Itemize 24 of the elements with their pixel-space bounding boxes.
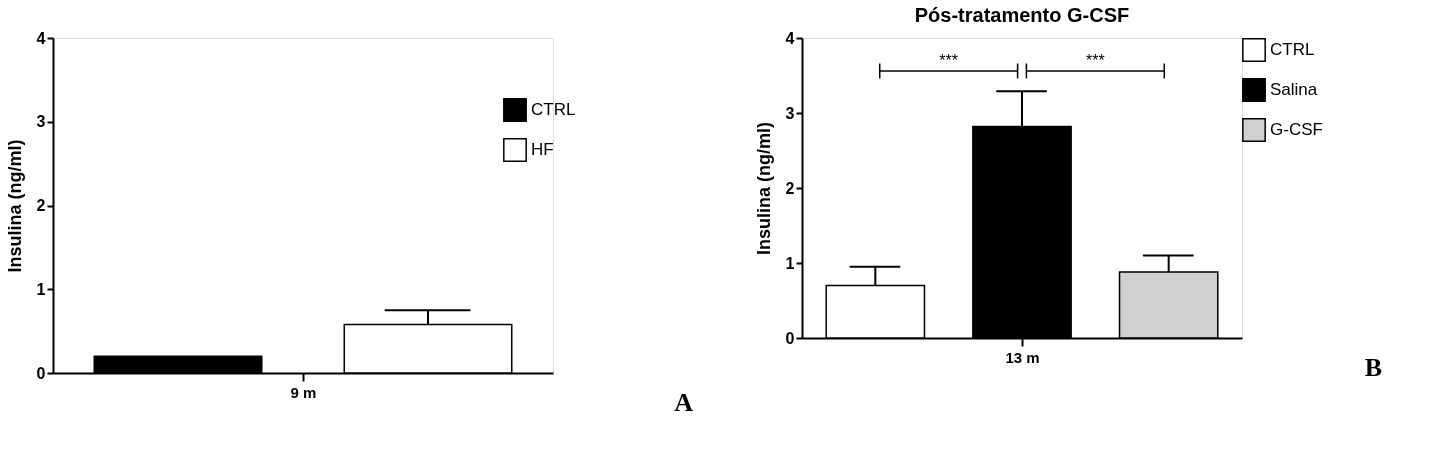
legend-label: G-CSF [1270,120,1323,139]
y-tick-label: 3 [785,104,795,122]
legend-label: CTRL [1270,40,1315,59]
annotation: *** [939,52,959,69]
text: A [674,388,694,417]
chart-title: Pós-tratamento G-CSF [914,4,1130,26]
x-tick-label: 13 m [1005,348,1040,366]
x-tick-label: 9 m [290,383,317,401]
y-axis-title: Insulina (ng/ml) [4,139,25,273]
y-tick-label: 4 [785,29,795,47]
y-tick-label: 2 [36,197,46,214]
y-tick-label: 0 [36,364,46,382]
y-axis-title: Insulina (ng/ml) [753,122,774,255]
y-tick-label: 0 [785,329,795,347]
annotation: *** [1085,52,1105,69]
legend-label: CTRL [531,100,576,119]
legend-label: Salina [1270,80,1318,99]
y-tick-label: 1 [785,254,795,272]
y-tick-label: 1 [36,280,46,298]
y-tick-label: 4 [36,29,46,47]
legend-label: HF [531,140,554,159]
text: B [1364,353,1382,382]
y-tick-label: 3 [36,113,46,131]
y-tick-label: 2 [785,179,795,197]
